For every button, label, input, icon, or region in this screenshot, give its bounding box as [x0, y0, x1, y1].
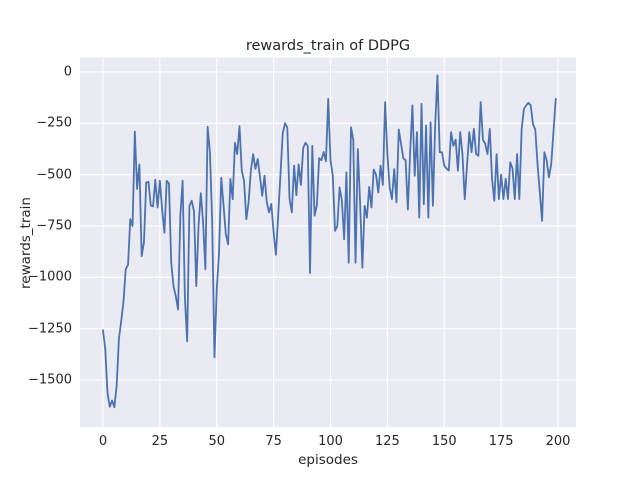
x-tick-label: 200 [545, 434, 571, 449]
x-tick-label: 125 [374, 434, 400, 449]
y-tick-label: −250 [36, 115, 72, 131]
x-tick-label: 25 [151, 434, 169, 449]
y-tick-label: −1500 [28, 372, 72, 388]
x-tick-label: 75 [265, 434, 282, 449]
rewards-train-line [102, 74, 557, 409]
chart-title: rewards_train of DDPG [245, 38, 411, 54]
x-axis-label: episodes [298, 452, 358, 468]
x-tick-label: 0 [98, 434, 108, 449]
x-tick-label: 100 [318, 434, 343, 449]
x-tick-label: 175 [488, 434, 514, 449]
x-tick-label: 150 [431, 434, 457, 449]
y-tick-label: −750 [36, 218, 72, 234]
y-tick-label: 0 [63, 64, 72, 80]
y-tick-label: −1000 [28, 269, 72, 285]
y-tick-label: −1250 [28, 321, 72, 337]
x-tick-label: 50 [208, 434, 226, 449]
y-tick-label: −500 [36, 167, 72, 183]
